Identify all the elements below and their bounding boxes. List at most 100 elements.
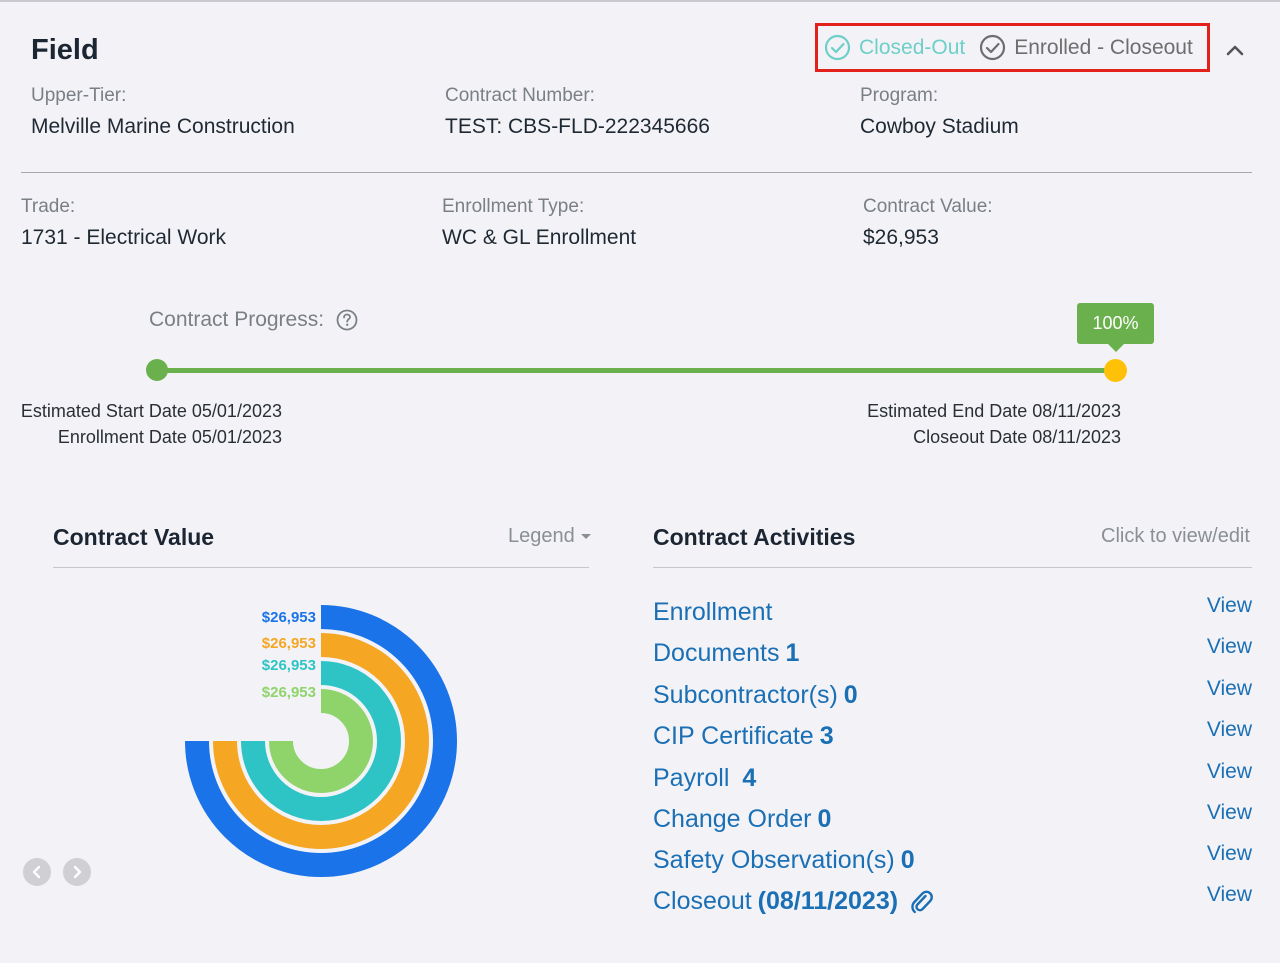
legend-dropdown[interactable]: Legend <box>508 525 591 548</box>
chevron-up-icon[interactable] <box>1225 40 1245 60</box>
view-link-safety-observations[interactable]: View <box>1206 842 1252 865</box>
activity-link-documents[interactable]: Documents 1 <box>653 639 799 668</box>
contract-progress-text: Contract Progress: <box>149 308 325 331</box>
status-closed-label: Closed-Out <box>859 35 966 59</box>
ring-outer-blue <box>185 605 457 877</box>
activity-link-change-order[interactable]: Change Order 0 <box>653 805 831 834</box>
trade-value: 1731 - Electrical Work <box>21 226 227 249</box>
activity-count: 0 <box>843 681 858 709</box>
contract-value-radial-chart <box>185 605 457 877</box>
view-link-cip-certificate[interactable]: View <box>1206 718 1252 741</box>
contract-activities-title: Contract Activities <box>653 524 856 550</box>
upper-tier-value: Melville Marine Construction <box>31 115 295 138</box>
previous-chart-button[interactable] <box>23 858 51 886</box>
view-link-documents[interactable]: View <box>1206 635 1252 658</box>
trade-label: Trade: <box>21 196 76 217</box>
status-closed-out: Closed-Out <box>824 34 965 61</box>
ring-label-4: $26,953 <box>261 684 316 701</box>
activity-cip-certificate: CIP Certificate 3 View <box>653 718 1253 756</box>
contract-activities-divider <box>653 567 1252 568</box>
ring-label-1: $26,953 <box>261 609 316 626</box>
activity-change-order: Change Order 0 View <box>653 801 1253 839</box>
activity-documents: Documents 1 View <box>653 635 1253 673</box>
ring-label-2: $26,953 <box>261 635 316 652</box>
activity-count: 0 <box>900 846 915 874</box>
activity-enrollment: Enrollment View <box>653 594 1253 632</box>
program-label: Program: <box>860 85 939 106</box>
estimated-end-date: Estimated End Date 08/11/2023 <box>867 401 1121 421</box>
activity-payroll: Payroll 4 View <box>653 760 1253 798</box>
paperclip-icon[interactable] <box>910 889 934 915</box>
contract-progress-label: Contract Progress: <box>149 308 358 332</box>
activity-name: Payroll <box>653 764 737 792</box>
ring-orange <box>213 633 429 849</box>
enrollment-type-field: Enrollment Type: WC & GL Enrollment <box>442 196 636 250</box>
closeout-date: Closeout Date 08/11/2023 <box>913 427 1121 447</box>
progress-track <box>157 368 1115 373</box>
activity-name: Enrollment <box>653 598 773 626</box>
enrollment-date: Enrollment Date 05/01/2023 <box>57 427 282 447</box>
page-title: Field <box>31 34 99 66</box>
check-circle-icon <box>980 34 1006 61</box>
contract-value-divider <box>53 567 589 568</box>
contract-value-label: Contract Value: <box>863 196 993 217</box>
activity-name: Subcontractor(s) <box>653 681 838 709</box>
activity-count: 0 <box>817 805 832 833</box>
activity-name: Change Order <box>653 805 812 833</box>
activity-count: 1 <box>785 639 800 667</box>
activity-name: CIP Certificate <box>653 722 814 750</box>
view-link-change-order[interactable]: View <box>1206 801 1252 824</box>
activity-name: Safety Observation(s) <box>653 846 895 874</box>
contract-number-field: Contract Number: TEST: CBS-FLD-222345666 <box>445 85 710 139</box>
activity-name: Documents <box>653 639 780 667</box>
contract-value-title: Contract Value <box>53 524 215 550</box>
status-enrolled-closeout: Enrolled - Closeout <box>979 34 1193 61</box>
ring-teal <box>241 661 401 821</box>
view-link-payroll[interactable]: View <box>1206 760 1252 783</box>
view-link-closeout[interactable]: View <box>1206 883 1252 906</box>
activity-link-payroll[interactable]: Payroll 4 <box>653 764 756 793</box>
activity-link-subcontractors[interactable]: Subcontractor(s) 0 <box>653 681 858 710</box>
enrollment-type-value: WC & GL Enrollment <box>442 226 637 249</box>
chevron-right-icon <box>73 865 82 879</box>
top-border <box>0 0 1280 2</box>
program-value: Cowboy Stadium <box>860 115 1019 138</box>
activity-subcontractors: Subcontractor(s) 0 View <box>653 677 1253 715</box>
legend-label: Legend <box>508 525 575 547</box>
activity-closeout: Closeout (08/11/2023) View <box>653 883 1253 921</box>
caret-down-icon <box>580 534 591 539</box>
activity-link-enrollment[interactable]: Enrollment <box>653 598 779 627</box>
status-enrolled-label: Enrolled - Closeout <box>1014 35 1193 59</box>
activity-count: 3 <box>819 722 834 750</box>
view-link-enrollment[interactable]: View <box>1206 594 1252 617</box>
activity-link-cip-certificate[interactable]: CIP Certificate 3 <box>653 722 834 751</box>
activity-name: Closeout <box>653 887 752 915</box>
ring-inner-green <box>269 689 373 793</box>
contract-value-value: $26,953 <box>863 226 939 249</box>
contract-value-field: Contract Value: $26,953 <box>863 196 993 250</box>
contract-number-value: TEST: CBS-FLD-222345666 <box>445 115 710 138</box>
check-circle-icon <box>824 34 851 61</box>
estimated-start-date: Estimated Start Date 05/01/2023 <box>20 401 282 421</box>
click-to-edit-hint: Click to view/edit <box>1101 525 1250 547</box>
activity-link-safety-observations[interactable]: Safety Observation(s) 0 <box>653 846 915 875</box>
progress-end-marker <box>1104 359 1127 382</box>
next-chart-button[interactable] <box>63 858 91 886</box>
chevron-left-icon <box>32 865 41 879</box>
activity-count: 4 <box>742 764 757 792</box>
contract-number-label: Contract Number: <box>445 85 595 106</box>
progress-start-marker <box>146 359 168 381</box>
upper-tier-field: Upper-Tier: Melville Marine Construction <box>31 85 295 139</box>
progress-percent-tooltip: 100% <box>1077 303 1154 352</box>
section-divider <box>21 172 1252 173</box>
view-link-subcontractors[interactable]: View <box>1206 677 1252 700</box>
help-icon[interactable] <box>336 309 358 331</box>
activity-count: (08/11/2023) <box>757 887 899 915</box>
activity-link-closeout[interactable]: Closeout (08/11/2023) <box>653 887 934 916</box>
status-indicators: Closed-Out Enrolled - Closeout <box>815 23 1210 72</box>
trade-field: Trade: 1731 - Electrical Work <box>21 196 226 250</box>
ring-label-3: $26,953 <box>261 657 316 674</box>
enrollment-type-label: Enrollment Type: <box>442 196 585 217</box>
program-field: Program: Cowboy Stadium <box>860 85 1019 139</box>
upper-tier-label: Upper-Tier: <box>31 85 127 106</box>
